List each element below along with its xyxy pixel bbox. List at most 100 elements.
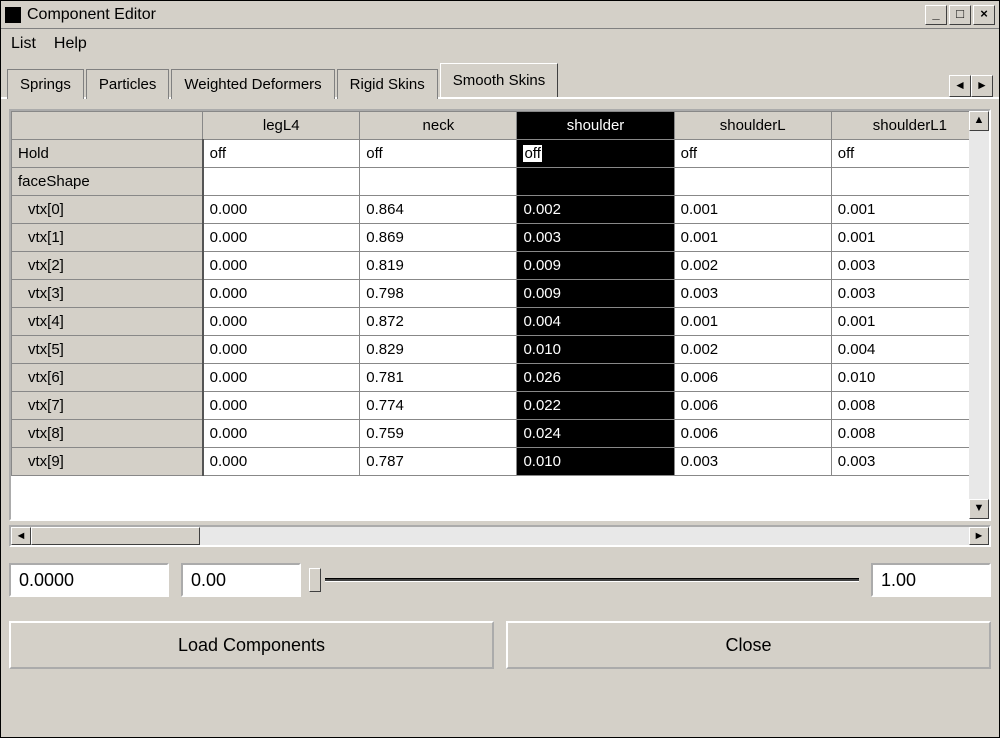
menu-help[interactable]: Help <box>54 35 87 53</box>
vertical-scrollbar[interactable]: ▲ ▼ <box>969 111 989 519</box>
row-header[interactable]: vtx[3] <box>12 280 203 308</box>
tab-smooth-skins[interactable]: Smooth Skins <box>440 63 559 97</box>
table-cell[interactable]: 0.024 <box>517 420 674 448</box>
weights-table[interactable]: legL4neckshouldershoulderLshoulderL1Hold… <box>11 111 989 476</box>
column-header[interactable]: legL4 <box>203 112 360 140</box>
column-header[interactable]: shoulderL1 <box>831 112 988 140</box>
table-cell[interactable] <box>517 168 674 196</box>
table-cell[interactable] <box>203 168 360 196</box>
table-cell[interactable]: 0.006 <box>674 420 831 448</box>
horizontal-scrollbar[interactable]: ◄ ► <box>9 525 991 547</box>
table-cell[interactable]: off <box>203 140 360 168</box>
table-cell[interactable] <box>674 168 831 196</box>
table-cell[interactable]: 0.008 <box>831 392 988 420</box>
table-cell[interactable]: 0.000 <box>203 336 360 364</box>
max-input[interactable] <box>871 563 991 597</box>
table-cell[interactable]: 0.022 <box>517 392 674 420</box>
table-cell[interactable]: off <box>360 140 517 168</box>
row-header[interactable]: vtx[1] <box>12 224 203 252</box>
table-cell[interactable]: 0.000 <box>203 364 360 392</box>
scroll-right-button[interactable]: ► <box>969 527 989 545</box>
column-header[interactable] <box>12 112 203 140</box>
slider-thumb[interactable] <box>309 568 321 592</box>
table-cell[interactable]: 0.002 <box>674 336 831 364</box>
hscroll-track[interactable] <box>31 527 969 545</box>
scroll-up-button[interactable]: ▲ <box>969 111 989 131</box>
table-cell[interactable]: 0.869 <box>360 224 517 252</box>
table-cell[interactable]: 0.000 <box>203 308 360 336</box>
table-cell[interactable]: 0.781 <box>360 364 517 392</box>
table-cell[interactable]: 0.008 <box>831 420 988 448</box>
table-cell[interactable]: 0.026 <box>517 364 674 392</box>
table-cell[interactable]: 0.000 <box>203 196 360 224</box>
close-button[interactable]: Close <box>506 621 991 669</box>
row-header[interactable]: faceShape <box>12 168 203 196</box>
table-cell[interactable]: 0.003 <box>831 448 988 476</box>
table-cell[interactable]: 0.003 <box>831 252 988 280</box>
table-cell[interactable]: 0.000 <box>203 252 360 280</box>
table-cell[interactable]: 0.001 <box>674 196 831 224</box>
table-cell[interactable]: 0.001 <box>831 196 988 224</box>
value-input[interactable] <box>9 563 169 597</box>
slider[interactable] <box>313 563 859 597</box>
table-cell[interactable]: off <box>831 140 988 168</box>
table-cell[interactable]: 0.010 <box>517 448 674 476</box>
table-cell[interactable]: 0.819 <box>360 252 517 280</box>
table-cell[interactable]: off <box>674 140 831 168</box>
table-cell[interactable]: 0.009 <box>517 280 674 308</box>
table-cell[interactable]: 0.006 <box>674 392 831 420</box>
table-cell[interactable]: 0.003 <box>831 280 988 308</box>
row-header[interactable]: vtx[9] <box>12 448 203 476</box>
column-header[interactable]: shoulderL <box>674 112 831 140</box>
menu-list[interactable]: List <box>11 35 36 53</box>
column-header[interactable]: shoulder <box>517 112 674 140</box>
tab-weighted-deformers[interactable]: Weighted Deformers <box>171 69 334 99</box>
table-cell[interactable]: 0.003 <box>674 280 831 308</box>
row-header[interactable]: vtx[0] <box>12 196 203 224</box>
table-cell[interactable]: 0.002 <box>674 252 831 280</box>
tab-scroll-right-button[interactable]: ► <box>971 75 993 97</box>
table-cell[interactable]: 0.000 <box>203 448 360 476</box>
min-input[interactable] <box>181 563 301 597</box>
scroll-left-button[interactable]: ◄ <box>11 527 31 545</box>
row-header[interactable]: vtx[4] <box>12 308 203 336</box>
table-cell[interactable]: 0.001 <box>674 308 831 336</box>
table-cell[interactable]: 0.002 <box>517 196 674 224</box>
table-cell[interactable]: 0.774 <box>360 392 517 420</box>
tab-scroll-left-button[interactable]: ◄ <box>949 75 971 97</box>
table-cell[interactable]: 0.872 <box>360 308 517 336</box>
table-cell[interactable]: 0.798 <box>360 280 517 308</box>
table-cell[interactable]: 0.004 <box>831 336 988 364</box>
table-cell[interactable]: 0.010 <box>831 364 988 392</box>
tab-rigid-skins[interactable]: Rigid Skins <box>337 69 438 99</box>
table-cell[interactable]: 0.003 <box>517 224 674 252</box>
table-cell[interactable]: off <box>517 140 674 168</box>
table-cell[interactable]: 0.004 <box>517 308 674 336</box>
hscroll-thumb[interactable] <box>31 527 200 545</box>
tab-particles[interactable]: Particles <box>86 69 170 99</box>
maximize-button[interactable]: □ <box>949 5 971 25</box>
table-cell[interactable] <box>831 168 988 196</box>
table-cell[interactable]: 0.010 <box>517 336 674 364</box>
table-cell[interactable]: 0.000 <box>203 420 360 448</box>
table-cell[interactable]: 0.829 <box>360 336 517 364</box>
table-cell[interactable]: 0.000 <box>203 280 360 308</box>
table-cell[interactable]: 0.787 <box>360 448 517 476</box>
table-cell[interactable]: 0.001 <box>831 224 988 252</box>
row-header[interactable]: vtx[2] <box>12 252 203 280</box>
minimize-button[interactable]: _ <box>925 5 947 25</box>
table-cell[interactable]: 0.864 <box>360 196 517 224</box>
table-cell[interactable]: 0.003 <box>674 448 831 476</box>
table-cell[interactable]: 0.000 <box>203 392 360 420</box>
table-cell[interactable] <box>360 168 517 196</box>
table-cell[interactable]: 0.006 <box>674 364 831 392</box>
scroll-down-button[interactable]: ▼ <box>969 499 989 519</box>
table-cell[interactable]: 0.009 <box>517 252 674 280</box>
table-cell[interactable]: 0.759 <box>360 420 517 448</box>
close-window-button[interactable]: × <box>973 5 995 25</box>
table-cell[interactable]: 0.001 <box>674 224 831 252</box>
table-cell[interactable]: 0.000 <box>203 224 360 252</box>
row-header[interactable]: Hold <box>12 140 203 168</box>
load-components-button[interactable]: Load Components <box>9 621 494 669</box>
row-header[interactable]: vtx[7] <box>12 392 203 420</box>
